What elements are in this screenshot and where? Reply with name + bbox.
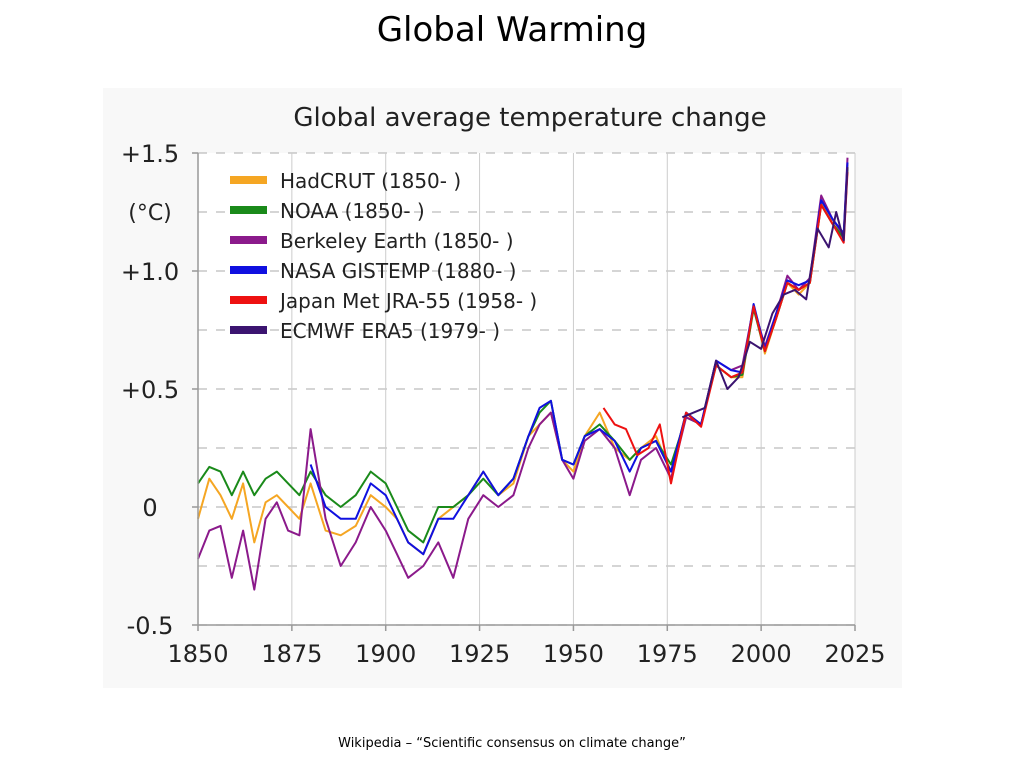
x-tick-label: 1975 (637, 640, 698, 668)
legend-swatch (230, 206, 267, 214)
legend-label: NASA GISTEMP (1880- ) (280, 259, 516, 283)
grid-layer (197, 152, 856, 626)
y-tick-label: +1.5 (121, 140, 179, 168)
legend-label: Japan Met JRA-55 (1958- ) (278, 289, 537, 313)
series-line (309, 162, 849, 556)
series-layer (197, 157, 849, 591)
source-caption: Wikipedia – “Scientific consensus on cli… (338, 736, 686, 751)
temperature-chart: 1850 1875 1900 1925 1950 1975 2000 2025 +1.5 +1.0… (121, 103, 886, 668)
chart-title: Global average temperature change (293, 103, 766, 133)
x-tick-label: 1875 (261, 640, 322, 668)
legend-swatch (230, 176, 267, 184)
legend-label: HadCRUT (1850- ) (280, 169, 461, 193)
y-tick-label: +1.0 (121, 258, 179, 286)
slide-title: Global Warming (376, 10, 648, 50)
axis-layer: 1850 1875 1900 1925 1950 1975 2000 2025 +1.5 +1.0… (121, 140, 886, 668)
y-tick-label: -0.5 (127, 612, 174, 640)
x-tick-label: 2025 (824, 640, 885, 668)
y-tick-label: 0 (142, 494, 157, 522)
legend-label: ECMWF ERA5 (1979- ) (280, 319, 500, 343)
x-tick-label: 1925 (449, 640, 510, 668)
chart-panel: 1850 1875 1900 1925 1950 1975 2000 2025 +1.5 +1.0… (103, 88, 902, 688)
series-line (681, 167, 849, 419)
legend-swatch (230, 266, 267, 274)
x-tick-label: 1900 (355, 640, 416, 668)
legend-swatch (230, 296, 267, 304)
x-tick-label: 1850 (167, 640, 228, 668)
legend: HadCRUT (1850- ) NOAA (1850- ) Berkeley Ea… (230, 169, 537, 343)
y-tick-label: +0.5 (121, 376, 179, 404)
y-axis-unit-label: (°C) (128, 201, 172, 226)
legend-swatch (230, 236, 267, 244)
legend-swatch (230, 326, 267, 334)
x-tick-label: 1950 (543, 640, 604, 668)
x-tick-label: 2000 (731, 640, 792, 668)
legend-label: NOAA (1850- ) (280, 199, 425, 223)
legend-label: Berkeley Earth (1850- ) (280, 229, 514, 253)
